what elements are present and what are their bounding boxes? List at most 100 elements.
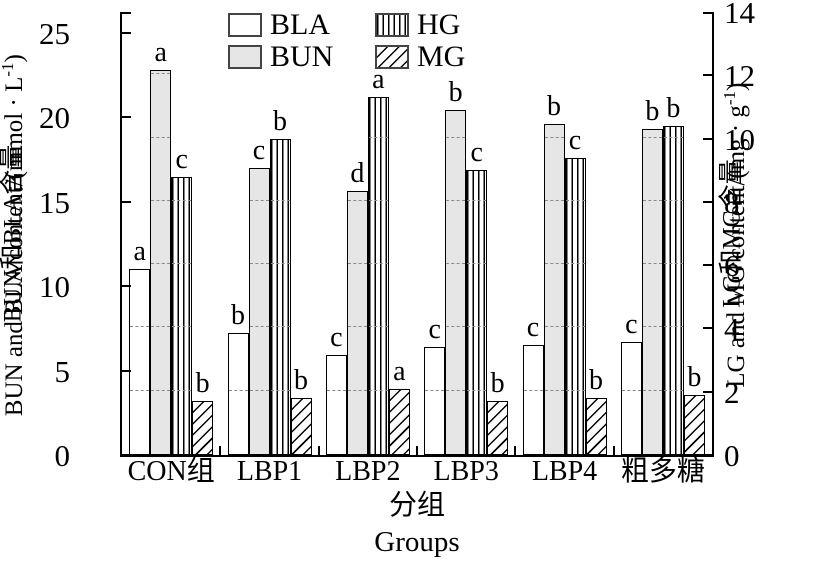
sig-letter-MG-LBP3: b <box>490 368 505 399</box>
legend-label-MG: MG <box>417 39 466 73</box>
sig-letter-HG-粗多糖: b <box>666 93 681 124</box>
sig-letter-BLA-LBP3: c <box>428 314 441 345</box>
right-axis-tick <box>703 200 712 203</box>
right-tick-label: 12 <box>724 58 755 94</box>
bar-BLA-粗多糖 <box>620 342 642 455</box>
legend-label-HG: HG <box>417 7 461 41</box>
x-category-label: LBP1 <box>236 456 303 487</box>
left-axis-tick <box>122 369 131 372</box>
bar-BLA-CON组 <box>129 269 151 455</box>
legend-swatch-BLA <box>228 12 262 37</box>
left-axis-tick <box>122 454 131 456</box>
grid-dash <box>151 263 171 265</box>
bar-HG-粗多糖 <box>662 126 684 455</box>
grid-dash <box>151 326 171 328</box>
grid-dash <box>368 263 388 265</box>
grid-dash <box>446 263 466 265</box>
left-tick-label: 25 <box>39 15 70 51</box>
grid-dash <box>467 326 487 328</box>
left-axis-top-tick <box>122 12 131 14</box>
grid-dash <box>446 389 466 391</box>
chart-legend: BLA HG BUN MG <box>228 7 466 73</box>
right-tick-label: 2 <box>724 374 740 410</box>
right-tick-label: 8 <box>724 184 740 220</box>
grid-dash <box>249 263 269 265</box>
bar-BUN-LBP3 <box>445 110 467 455</box>
grid-dash <box>565 326 585 328</box>
grid-dash <box>544 326 564 328</box>
grid-dash <box>544 199 564 201</box>
sig-letter-BUN-LBP2: d <box>350 158 365 189</box>
grid-dash <box>172 263 192 265</box>
left-axis-title-en: BUN and BLA content/(mmol · L-1) <box>0 54 29 417</box>
left-axis-tick <box>122 285 131 287</box>
x-axis-tick <box>416 446 418 455</box>
left-axis-tick <box>122 200 131 203</box>
bar-MG-LBP3 <box>487 401 509 455</box>
right-tick-label: 14 <box>724 0 755 30</box>
legend-item-HG: HG <box>375 7 465 41</box>
right-axis-line <box>712 12 714 457</box>
x-axis-label-en: Groups <box>374 526 460 558</box>
grid-dash <box>565 389 585 391</box>
grid-dash <box>663 199 683 201</box>
grid-dash <box>228 389 248 391</box>
x-category-label: 粗多糖 <box>620 456 705 487</box>
grid-dash <box>544 136 564 138</box>
sig-letter-HG-CON组: c <box>175 144 188 175</box>
x-axis-label-zh: 分组 <box>388 490 445 521</box>
right-axis-tick <box>703 74 712 77</box>
grid-dash <box>270 326 290 328</box>
bar-BUN-LBP1 <box>248 168 270 455</box>
sig-letter-BLA-LBP2: c <box>330 322 343 353</box>
x-axis-tick <box>612 446 615 455</box>
grid-dash <box>347 199 367 201</box>
grid-dash <box>172 199 192 201</box>
right-axis-tick <box>703 327 712 330</box>
right-tick-label: 10 <box>724 121 755 157</box>
grid-dash <box>642 199 662 201</box>
grid-dash <box>249 389 269 391</box>
grid-dash <box>467 199 487 201</box>
bar-MG-LBP2 <box>388 389 410 455</box>
sig-letter-BLA-LBP1: b <box>231 300 245 331</box>
bar-BUN-LBP2 <box>346 191 368 455</box>
grid-dash <box>347 326 367 328</box>
grid-dash <box>130 389 150 391</box>
grid-dash <box>151 199 171 201</box>
left-tick-label: 20 <box>39 100 70 135</box>
sig-letter-BUN-粗多糖: b <box>645 96 660 127</box>
x-axis-line <box>120 455 714 457</box>
grid-dash <box>172 389 192 391</box>
grid-dash <box>326 389 346 391</box>
grid-dash <box>172 326 192 328</box>
x-category-label: LBP2 <box>335 456 401 487</box>
legend-item-MG: MG <box>375 39 466 73</box>
grid-dash <box>368 199 388 201</box>
sig-letter-BUN-CON组: a <box>154 37 167 68</box>
sig-letter-MG-CON组: b <box>195 368 210 399</box>
left-tick-label: 10 <box>39 269 70 304</box>
grid-dash <box>621 389 641 391</box>
grid-dash <box>425 389 445 391</box>
sig-letter-BLA-LBP4: c <box>526 312 540 343</box>
sig-letter-BUN-LBP4: b <box>547 91 561 122</box>
right-axis-tick <box>703 137 712 140</box>
sig-letter-MG-LBP2: a <box>393 356 406 387</box>
x-axis-tick <box>317 446 320 455</box>
right-axis-tick <box>703 264 712 267</box>
right-tick-label: 0 <box>724 438 740 473</box>
sig-letter-MG-LBP4: b <box>589 365 603 396</box>
grid-dash <box>544 389 564 391</box>
grid-dash <box>151 73 171 75</box>
bar-BUN-LBP4 <box>543 124 565 455</box>
grid-dash <box>151 136 171 138</box>
grid-dash <box>368 326 388 328</box>
sig-letter-HG-LBP4: c <box>568 125 582 156</box>
x-category-label: LBP3 <box>433 456 499 487</box>
bar-HG-CON组 <box>171 177 193 455</box>
grid-dash <box>368 389 388 391</box>
sig-letter-BLA-CON组: a <box>133 236 146 267</box>
legend-label-BLA: BLA <box>270 7 330 41</box>
